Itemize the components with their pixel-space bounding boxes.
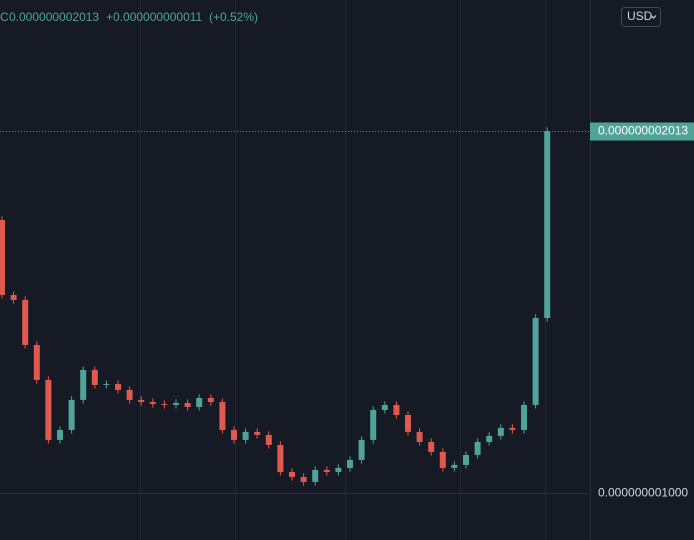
- chevron-icon: [650, 15, 657, 19]
- change-value: +0.000000000011: [106, 10, 203, 24]
- candle-body: [370, 409, 377, 440]
- candle-body: [393, 404, 400, 415]
- candle-body: [231, 429, 237, 440]
- candle-body: [544, 131, 551, 318]
- candle-body: [0, 219, 5, 295]
- candle-body: [486, 435, 493, 442]
- candle-body: [173, 402, 179, 405]
- y-tick-label: 0.000000001000: [598, 486, 688, 500]
- candle-body: [10, 294, 17, 300]
- candle-body: [254, 431, 261, 435]
- candle-body: [277, 444, 284, 472]
- candle-body: [103, 383, 110, 385]
- candle-body: [451, 464, 458, 468]
- candle-body: [138, 399, 145, 402]
- candle-body: [126, 389, 133, 400]
- candle-body: [265, 434, 272, 445]
- last-price-box: [590, 122, 694, 141]
- candle-body: [509, 427, 516, 430]
- close-value: 0.000000002013: [9, 10, 99, 24]
- change-percent: (+0.52%): [209, 10, 258, 24]
- candle-body: [57, 429, 63, 440]
- candle-body: [347, 459, 353, 468]
- candle-body: [532, 317, 539, 405]
- candle-body: [381, 404, 388, 410]
- candle-body: [161, 403, 168, 405]
- candle-body: [115, 383, 121, 390]
- candle-body: [68, 399, 75, 430]
- candle-body: [219, 401, 226, 430]
- candle-body: [300, 476, 307, 482]
- candle-body: [242, 431, 249, 440]
- candle-body: [207, 397, 214, 402]
- candle-body: [289, 471, 295, 477]
- currency-label[interactable]: USD: [627, 9, 653, 23]
- candle-body: [428, 441, 435, 452]
- candle-body: [416, 431, 423, 442]
- candle-body: [497, 427, 504, 436]
- candle-body: [312, 469, 319, 482]
- candle-body: [521, 404, 527, 430]
- close-label: C: [0, 10, 9, 24]
- candle-body: [184, 402, 191, 407]
- candle-body: [80, 369, 87, 400]
- candle-body: [91, 369, 98, 385]
- last-price-label: 0.000000002013: [598, 124, 688, 138]
- candle-body: [439, 451, 446, 468]
- candle-body: [33, 344, 40, 380]
- candle-body: [358, 439, 365, 460]
- candle-body: [196, 397, 203, 407]
- currency-button[interactable]: [621, 7, 661, 27]
- candle-body: [22, 299, 29, 345]
- candle-body: [45, 379, 52, 440]
- candle-body: [323, 469, 330, 472]
- candle-body: [335, 467, 342, 472]
- marks: [0, 127, 590, 494]
- candle-body: [149, 401, 156, 404]
- candle-body: [405, 414, 411, 432]
- candle-body: [463, 454, 469, 465]
- candle-body: [474, 441, 481, 455]
